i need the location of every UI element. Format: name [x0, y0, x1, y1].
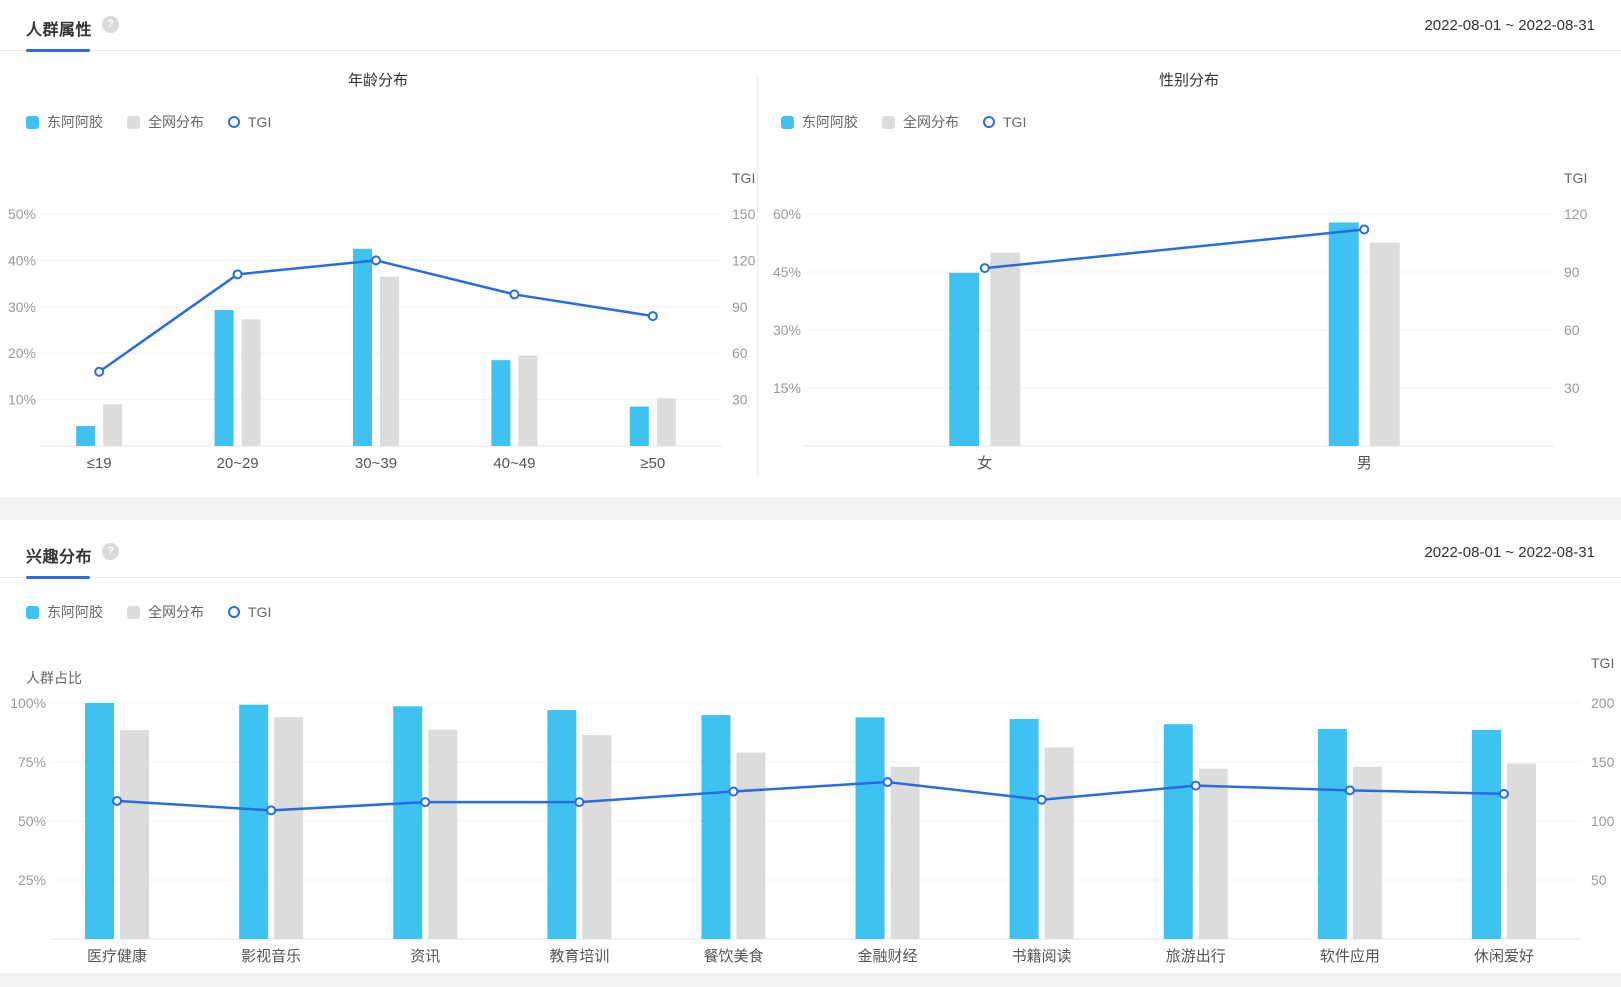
baseline-swatch-icon [127, 115, 140, 129]
svg-text:45%: 45% [773, 264, 801, 280]
svg-text:30%: 30% [8, 299, 36, 315]
legend-item-brand[interactable]: 东阿阿胶 [26, 112, 103, 132]
legend-interest: 东阿阿胶 全网分布 TGI [26, 602, 295, 622]
svg-text:30%: 30% [773, 322, 801, 338]
legend-label-tgi: TGI [248, 114, 272, 130]
date-range: 2022-08-01 ~ 2022-08-31 [1424, 17, 1595, 34]
svg-text:女: 女 [977, 454, 992, 472]
svg-text:120: 120 [732, 252, 756, 268]
demographics-header: 人群属性 ? 2022-08-01 ~ 2022-08-31 [0, 0, 1621, 52]
svg-text:男: 男 [1357, 455, 1372, 472]
legend-item-tgi[interactable]: TGI [983, 114, 1026, 130]
svg-text:60: 60 [732, 345, 748, 361]
tgi-marker-icon [228, 116, 240, 128]
svg-text:100%: 100% [10, 695, 46, 711]
section-title-interests: 兴趣分布 [26, 549, 93, 566]
section-title-demographics: 人群属性 [26, 22, 93, 39]
brand-swatch-icon [26, 115, 39, 129]
legend-label-tgi: TGI [248, 604, 272, 620]
svg-text:75%: 75% [18, 754, 46, 770]
svg-text:25%: 25% [18, 872, 46, 888]
legend-item-brand[interactable]: 东阿阿胶 [26, 602, 103, 622]
left-axis-title: 人群占比 [26, 670, 82, 686]
svg-text:餐饮美食: 餐饮美食 [703, 948, 763, 965]
chart-title-age: 年龄分布 [347, 72, 408, 89]
brand-swatch-icon [26, 605, 39, 619]
svg-text:教育培训: 教育培训 [549, 948, 609, 965]
svg-text:30: 30 [1564, 380, 1580, 396]
help-icon[interactable]: ? [102, 16, 119, 33]
svg-text:10%: 10% [8, 392, 36, 408]
tgi-marker-icon [983, 116, 995, 128]
section-separator [0, 497, 1621, 520]
legend-label-brand: 东阿阿胶 [47, 114, 103, 130]
legend-label-brand: 东阿阿胶 [802, 114, 858, 130]
svg-text:TGI: TGI [1591, 655, 1614, 671]
svg-text:40~49: 40~49 [493, 455, 535, 472]
active-tab-underline [26, 49, 90, 52]
legend-label-brand: 东阿阿胶 [47, 604, 103, 620]
baseline-swatch-icon [127, 605, 140, 619]
baseline-swatch-icon [882, 115, 895, 129]
tgi-marker-icon [228, 606, 240, 618]
legend-label-tgi: TGI [1003, 114, 1027, 130]
svg-text:影视音乐: 影视音乐 [241, 948, 301, 965]
svg-text:TGI: TGI [732, 170, 755, 186]
chart-title-gender: 性别分布 [1158, 72, 1219, 89]
svg-text:30~39: 30~39 [355, 455, 397, 472]
help-icon[interactable]: ? [102, 543, 119, 560]
svg-text:≥50: ≥50 [640, 455, 665, 472]
svg-text:≤19: ≤19 [87, 455, 112, 472]
legend-item-brand[interactable]: 东阿阿胶 [781, 112, 858, 132]
svg-text:150: 150 [732, 206, 756, 222]
svg-text:50%: 50% [8, 206, 36, 222]
svg-text:TGI: TGI [1564, 170, 1587, 186]
svg-text:书籍阅读: 书籍阅读 [1012, 948, 1072, 965]
svg-text:40%: 40% [8, 252, 36, 268]
svg-text:15%: 15% [773, 380, 801, 396]
brand-swatch-icon [781, 115, 794, 129]
svg-text:120: 120 [1564, 206, 1588, 222]
svg-text:150: 150 [1591, 754, 1615, 770]
legend-item-baseline[interactable]: 全网分布 [882, 112, 959, 132]
legend-item-baseline[interactable]: 全网分布 [127, 112, 204, 132]
chart-panel-divider [757, 75, 758, 475]
svg-text:20~29: 20~29 [217, 455, 259, 472]
legend-label-baseline: 全网分布 [903, 114, 959, 130]
legend-label-baseline: 全网分布 [148, 114, 204, 130]
svg-text:金融财经: 金融财经 [858, 948, 918, 965]
gender-distribution-chart[interactable]: 性别分布 东阿阿胶 全网分布 TGI 60% 120 45% 90 30% 60 15% 30… [757, 55, 1621, 480]
svg-text:软件应用: 软件应用 [1320, 947, 1380, 965]
age-distribution-chart[interactable]: 年龄分布 东阿阿胶 全网分布 TGI 50% 150 40% 120 30% 90 20% 6… [0, 55, 756, 480]
page-bottom-strip [0, 973, 1621, 987]
legend-age: 东阿阿胶 全网分布 TGI [26, 112, 295, 132]
svg-text:50: 50 [1591, 872, 1607, 888]
legend-item-tgi[interactable]: TGI [228, 604, 271, 620]
svg-text:休闲爱好: 休闲爱好 [1474, 948, 1534, 965]
svg-text:90: 90 [732, 299, 748, 315]
svg-text:资讯: 资讯 [410, 948, 440, 965]
legend-gender: 东阿阿胶 全网分布 TGI [781, 112, 1050, 132]
svg-text:50%: 50% [18, 813, 46, 829]
interests-header: 兴趣分布 ? 2022-08-01 ~ 2022-08-31 [0, 520, 1621, 579]
legend-item-baseline[interactable]: 全网分布 [127, 602, 204, 622]
svg-text:60: 60 [1564, 322, 1580, 338]
svg-text:20%: 20% [8, 345, 36, 361]
active-tab-underline [26, 576, 90, 579]
svg-text:100: 100 [1591, 813, 1615, 829]
interest-distribution-chart[interactable]: 东阿阿胶 全网分布 TGI 人群占比 100% 200 75% 150 50% 100 25… [0, 580, 1621, 973]
svg-text:60%: 60% [773, 206, 801, 222]
svg-text:旅游出行: 旅游出行 [1166, 948, 1226, 965]
svg-text:30: 30 [732, 392, 748, 408]
svg-text:200: 200 [1591, 695, 1615, 711]
legend-label-baseline: 全网分布 [148, 604, 204, 620]
date-range: 2022-08-01 ~ 2022-08-31 [1424, 544, 1595, 561]
svg-text:90: 90 [1564, 264, 1580, 280]
svg-text:医疗健康: 医疗健康 [87, 948, 147, 965]
legend-item-tgi[interactable]: TGI [228, 114, 271, 130]
